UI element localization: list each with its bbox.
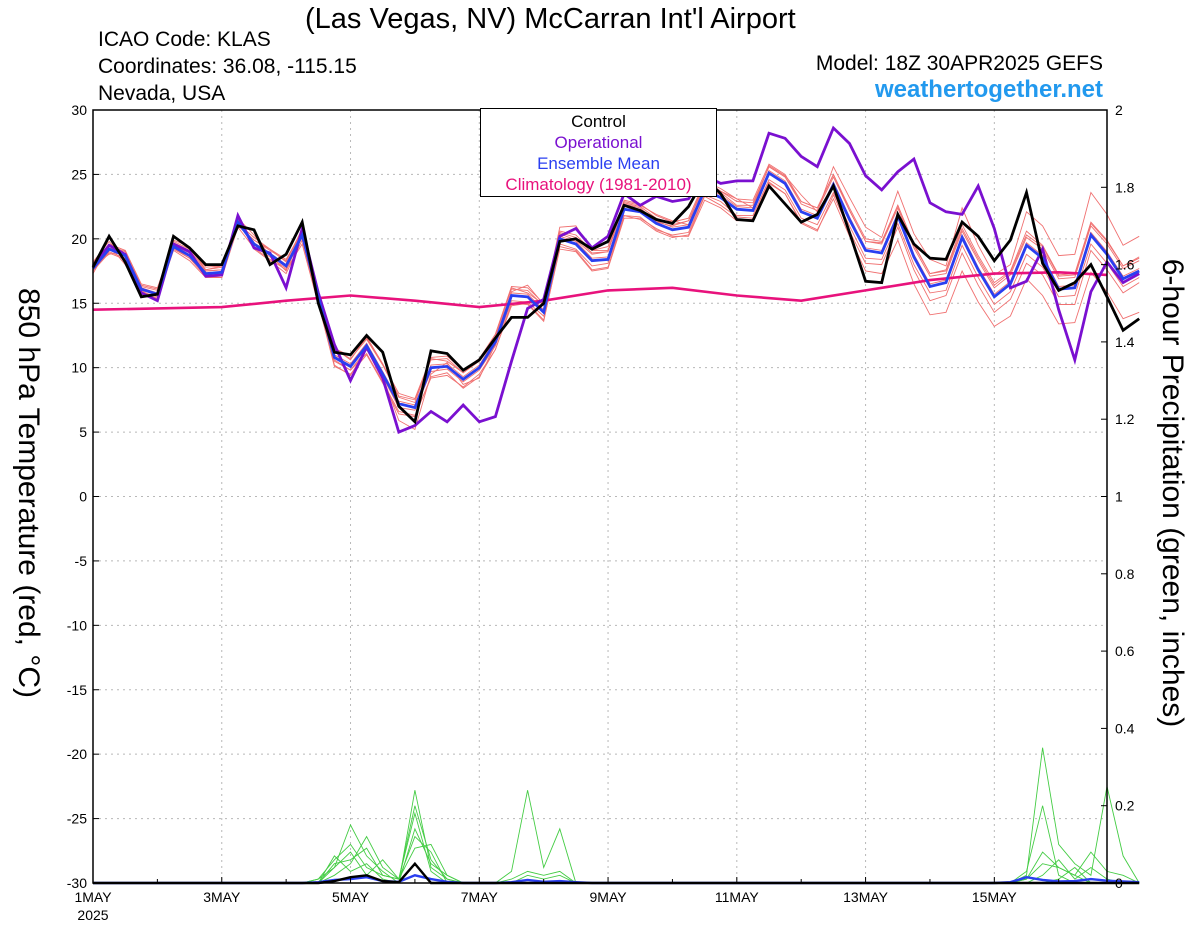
chart-title: (Las Vegas, NV) McCarran Int'l Airport (305, 3, 796, 35)
tick-label-bottom: 7MAY (461, 889, 499, 905)
tick-label-right: 0.8 (1115, 566, 1135, 582)
tick-label-left: -15 (67, 682, 87, 698)
tick-label-right: 1.8 (1115, 179, 1135, 195)
tick-label-bottom: 11MAY (715, 889, 759, 905)
site-name[interactable]: weathertogether.net (874, 76, 1103, 103)
control-line (91, 176, 1141, 425)
tick-label-left: 0 (79, 489, 87, 505)
icao-code: ICAO Code: KLAS (98, 28, 271, 51)
tick-label-right: 1.4 (1115, 334, 1135, 350)
ensemble-members-precip (93, 747, 1140, 884)
ensemble-members-temp (92, 163, 1140, 431)
tick-label-left: 30 (71, 102, 87, 118)
tick-label-left: 10 (71, 360, 87, 376)
tick-label-bottom: 5MAY (332, 889, 370, 905)
member-precip-line (93, 805, 1140, 884)
coordinates: Coordinates: 36.08, -115.15 (98, 55, 357, 78)
climatology-line (92, 270, 1108, 311)
legend-control: Control (571, 112, 626, 131)
member-temp-line (92, 178, 1140, 411)
tick-label-bottom: 3MAY (203, 889, 241, 905)
member-precip-line (93, 805, 1140, 884)
tick-label-left: 25 (71, 166, 87, 182)
tick-label-bottom: 15MAY (972, 889, 1018, 905)
tick-label-right: 1.6 (1115, 257, 1135, 273)
member-precip-line (93, 843, 1140, 884)
member-temp-line (92, 166, 1140, 401)
tick-label-left: 15 (71, 295, 87, 311)
y-axis-label-right: 6-hour Precipitation (green, inches) (1156, 258, 1189, 728)
tick-label-left: -20 (67, 746, 87, 762)
axes-ticks: 302520151050-5-10-15-20-25-3021.81.61.41… (67, 102, 1135, 923)
tick-label-bottom: 9MAY (590, 889, 628, 905)
tick-label-left: 5 (79, 424, 87, 440)
tick-sublabel-year: 2025 (77, 907, 108, 923)
y-axis-label-left: 850 hPa Temperature (red, °C) (12, 288, 45, 698)
member-temp-line (92, 169, 1140, 406)
tick-label-right: 1.2 (1115, 411, 1135, 427)
tick-label-left: -30 (67, 875, 87, 891)
tick-label-left: -5 (75, 553, 88, 569)
model-run: Model: 18Z 30APR2025 GEFS (815, 52, 1103, 75)
tick-label-left: -25 (67, 811, 87, 827)
tick-label-left: 20 (71, 231, 87, 247)
tick-label-right: 0 (1115, 875, 1123, 891)
member-temp-line (92, 164, 1140, 431)
legend: Control Operational Ensemble Mean Climat… (480, 108, 717, 197)
member-precip-line (93, 823, 1140, 884)
tick-label-right: 0.6 (1115, 643, 1135, 659)
member-precip-line (93, 747, 1140, 884)
tick-label-bottom: 1MAY (74, 889, 112, 905)
tick-label-right: 2 (1115, 102, 1123, 118)
legend-ensemble-mean: Ensemble Mean (537, 154, 660, 173)
tick-label-right: 1 (1115, 489, 1123, 505)
tick-label-right: 0.2 (1115, 798, 1135, 814)
region: Nevada, USA (98, 82, 226, 105)
legend-climatology: Climatology (1981-2010) (505, 175, 692, 194)
legend-operational: Operational (554, 133, 643, 152)
member-precip-line (93, 835, 1140, 884)
tick-label-left: -10 (67, 617, 87, 633)
ensemble-mean-line (91, 171, 1140, 410)
tick-label-right: 0.4 (1115, 720, 1135, 736)
control-precip-line (93, 861, 1140, 885)
tick-label-bottom: 13MAY (843, 889, 889, 905)
